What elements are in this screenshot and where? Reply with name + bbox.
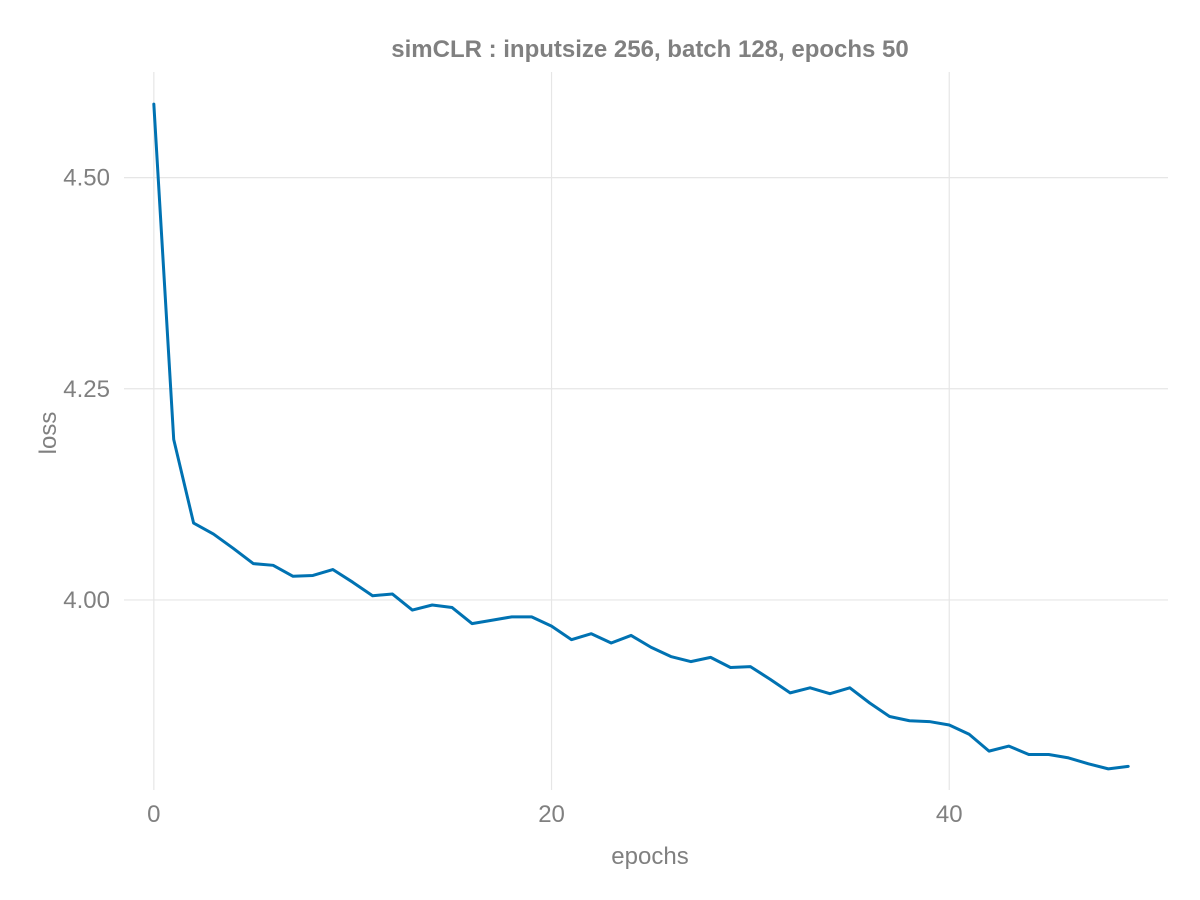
x-tick-label: 40 [936, 801, 963, 828]
y-axis-label: loss [35, 412, 62, 455]
loss-series-line [152, 102, 1130, 771]
x-tick-label: 0 [147, 801, 160, 828]
y-tick-label: 4.50 [63, 165, 110, 192]
series-layer [152, 102, 1130, 771]
grid-layer [124, 72, 1168, 790]
x-axis-label: epochs [611, 843, 688, 870]
chart-title: simCLR : inputsize 256, batch 128, epoch… [391, 36, 909, 63]
y-tick-label: 4.00 [63, 587, 110, 614]
y-tick-label: 4.25 [63, 376, 110, 403]
x-tick-label: 20 [538, 801, 565, 828]
tick-layer: 0 20 40 4.00 4.25 4.50 [63, 165, 962, 828]
